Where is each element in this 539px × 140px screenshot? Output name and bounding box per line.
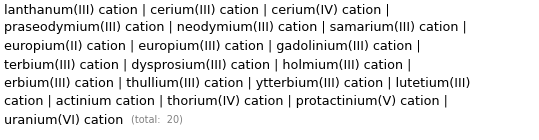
Text: terbium(III) cation | dysprosium(III) cation | holmium(III) cation |: terbium(III) cation | dysprosium(III) ca… [4, 59, 411, 72]
Text: uranium(VI) cation: uranium(VI) cation [4, 114, 132, 127]
Text: cation | actinium cation | thorium(IV) cation | protactinium(V) cation |: cation | actinium cation | thorium(IV) c… [4, 95, 448, 108]
Text: lanthanum(III) cation | cerium(III) cation | cerium(IV) cation |: lanthanum(III) cation | cerium(III) cati… [4, 3, 390, 16]
Text: praseodymium(III) cation | neodymium(III) cation | samarium(III) cation |: praseodymium(III) cation | neodymium(III… [4, 22, 467, 34]
Text: (total:  20): (total: 20) [132, 114, 183, 124]
Text: erbium(III) cation | thullium(III) cation | ytterbium(III) cation | lutetium(III: erbium(III) cation | thullium(III) catio… [4, 77, 471, 90]
Text: europium(II) cation | europium(III) cation | gadolinium(III) cation |: europium(II) cation | europium(III) cati… [4, 40, 420, 53]
